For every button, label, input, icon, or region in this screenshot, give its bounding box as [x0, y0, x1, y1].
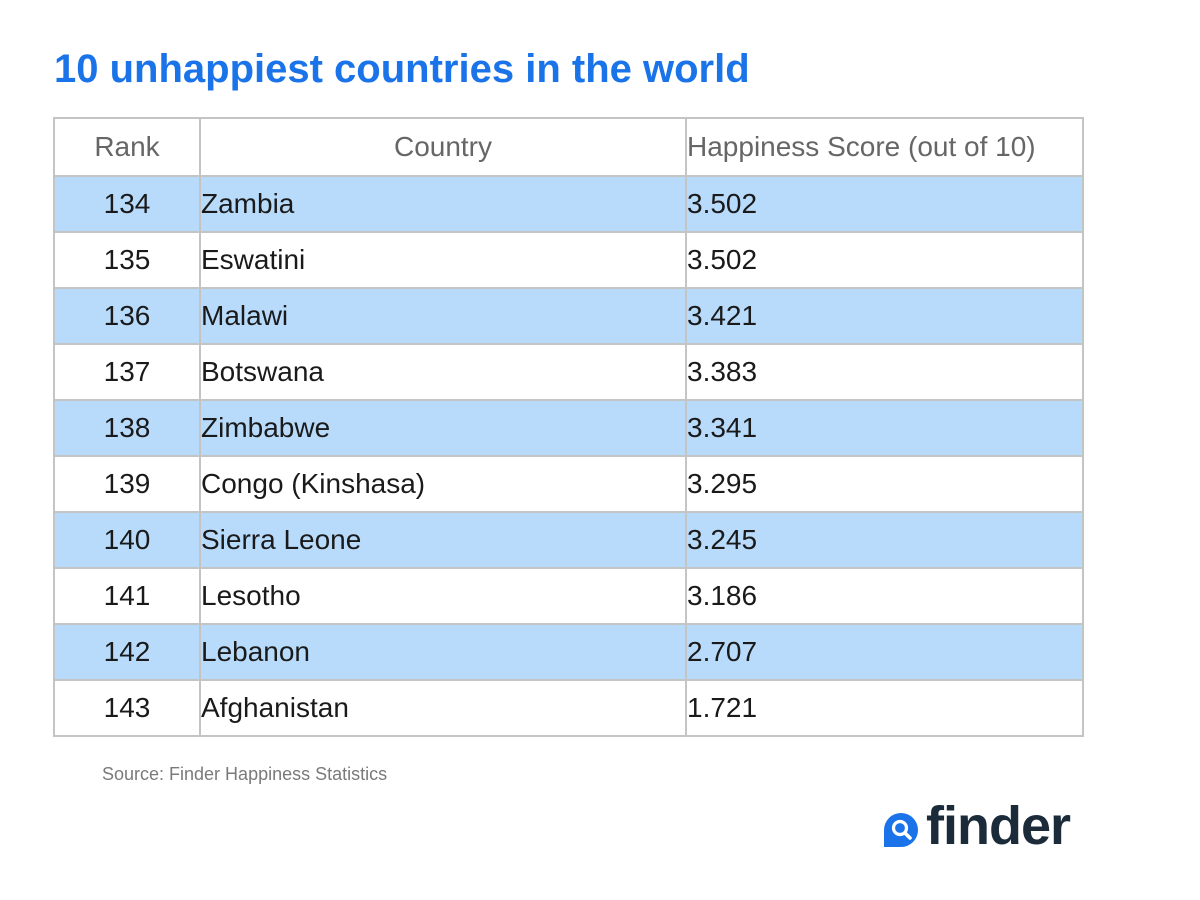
score-cell: 3.295: [685, 455, 1084, 513]
finder-logo: finder: [880, 796, 1071, 856]
column-header-country: Country: [199, 117, 687, 177]
score-cell: 3.421: [685, 287, 1084, 345]
header-row: Rank Country Happiness Score (out of 10): [53, 117, 1084, 177]
country-cell: Congo (Kinshasa): [199, 455, 687, 513]
table-row: 135 Eswatini 3.502: [53, 231, 1084, 289]
score-cell: 3.186: [685, 567, 1084, 625]
score-cell: 1.721: [685, 679, 1084, 737]
column-header-score: Happiness Score (out of 10): [685, 117, 1084, 177]
score-cell: 3.383: [685, 343, 1084, 401]
ranking-table: Rank Country Happiness Score (out of 10)…: [53, 117, 1084, 737]
table-row: 140 Sierra Leone 3.245: [53, 511, 1084, 569]
rank-cell: 140: [53, 511, 201, 569]
country-cell: Eswatini: [199, 231, 687, 289]
table-row: 143 Afghanistan 1.721: [53, 679, 1084, 737]
score-cell: 3.245: [685, 511, 1084, 569]
table-body: 134 Zambia 3.502 135 Eswatini 3.502 136 Malawi 3…: [53, 175, 1084, 737]
table-row: 137 Botswana 3.383: [53, 343, 1084, 401]
table-row: 138 Zimbabwe 3.341: [53, 399, 1084, 457]
country-cell: Lesotho: [199, 567, 687, 625]
logo-wordmark: finder: [926, 796, 1071, 856]
rank-cell: 135: [53, 231, 201, 289]
table-row: 136 Malawi 3.421: [53, 287, 1084, 345]
score-cell: 3.341: [685, 399, 1084, 457]
rank-cell: 143: [53, 679, 201, 737]
source-note: Source: Finder Happiness Statistics: [102, 764, 388, 784]
country-cell: Zimbabwe: [199, 399, 687, 457]
rank-cell: 138: [53, 399, 201, 457]
column-header-rank: Rank: [53, 117, 201, 177]
country-cell: Malawi: [199, 287, 687, 345]
table-row: 141 Lesotho 3.186: [53, 567, 1084, 625]
table-row: 142 Lebanon 2.707: [53, 623, 1084, 681]
country-cell: Zambia: [199, 175, 687, 233]
rank-cell: 142: [53, 623, 201, 681]
country-cell: Afghanistan: [199, 679, 687, 737]
country-cell: Lebanon: [199, 623, 687, 681]
table-row: 139 Congo (Kinshasa) 3.295: [53, 455, 1084, 513]
rank-cell: 134: [53, 175, 201, 233]
score-cell: 2.707: [685, 623, 1084, 681]
score-cell: 3.502: [685, 175, 1084, 233]
rank-cell: 136: [53, 287, 201, 345]
rank-cell: 139: [53, 455, 201, 513]
rank-cell: 141: [53, 567, 201, 625]
score-cell: 3.502: [685, 231, 1084, 289]
table-row: 134 Zambia 3.502: [53, 175, 1084, 233]
country-cell: Sierra Leone: [199, 511, 687, 569]
rank-cell: 137: [53, 343, 201, 401]
country-cell: Botswana: [199, 343, 687, 401]
search-icon: [884, 813, 918, 847]
chart-title: 10 unhappiest countries in the world: [54, 47, 750, 91]
